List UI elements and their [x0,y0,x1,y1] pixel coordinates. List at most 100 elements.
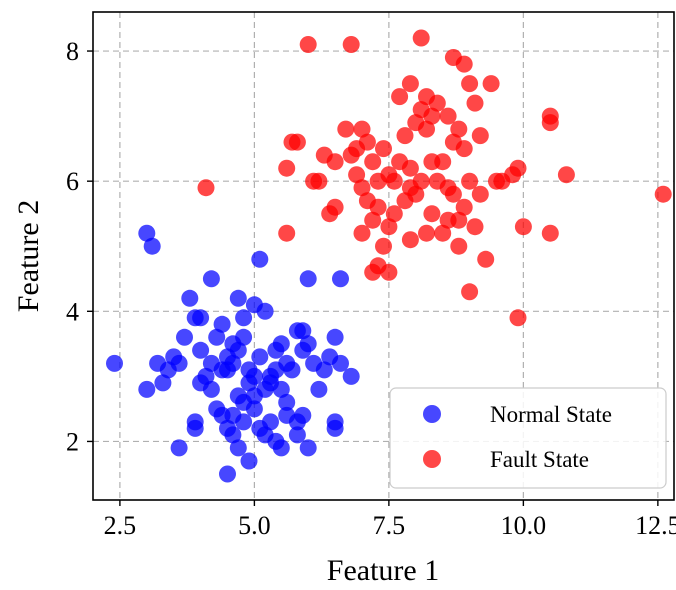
data-point-fault [342,36,360,53]
data-point-normal [154,374,172,392]
data-point-normal [283,361,301,379]
data-point-normal [224,406,242,424]
data-point-fault [428,94,446,112]
data-point-normal [143,237,161,255]
data-point-normal [219,465,236,483]
data-point-normal [342,367,360,385]
data-point-normal [299,439,317,457]
data-point-fault [326,198,344,216]
y-tick-label: 4 [66,297,79,326]
data-point-fault [434,224,452,242]
data-point-normal [272,380,290,398]
data-point-normal [235,309,253,327]
data-point-fault [482,75,500,93]
data-point-fault [288,133,306,151]
axis-ticks: 2.5 5.0 7.5 10.0 12.5 2 4 6 8 [66,37,676,540]
data-point-fault [385,205,403,223]
data-point-normal [251,250,269,268]
data-point-fault [348,166,366,184]
data-point-fault [541,224,559,242]
data-point-normal [294,322,312,340]
data-point-fault [450,120,468,138]
data-point-fault [418,224,435,242]
data-point-fault [514,218,532,236]
data-point-fault [364,153,382,171]
data-point-fault [418,120,435,138]
data-point-fault [509,159,527,177]
data-point-fault [310,172,328,190]
data-point-fault [450,211,468,229]
data-point-fault [471,127,489,145]
data-point-normal [186,419,204,437]
data-point-normal [299,335,317,353]
data-point-normal [245,400,263,418]
data-point-fault [299,36,317,53]
data-point-fault [450,237,468,255]
data-point-normal [138,224,156,242]
data-point-fault [466,218,484,236]
x-tick-label: 5.0 [238,511,271,540]
data-point-fault [369,198,387,216]
data-point-fault [557,166,575,184]
y-tick-label: 8 [66,37,79,66]
data-point-fault [337,120,355,138]
data-point-normal [159,361,177,379]
legend-marker-fault-state [423,450,441,468]
data-point-normal [170,439,188,457]
data-point-normal [256,302,274,320]
y-tick-label: 6 [66,167,79,196]
data-point-fault [471,185,489,203]
data-point-normal [229,387,247,405]
data-point-fault [654,185,672,203]
data-point-fault [541,114,559,132]
data-point-fault [401,231,419,249]
data-point-fault [466,94,484,112]
data-point-normal [176,328,193,346]
x-tick-label: 2.5 [104,511,137,540]
data-point-normal [192,341,210,359]
legend-marker-normal-state [423,405,441,423]
data-point-normal [288,426,306,444]
data-point-normal [229,439,247,457]
data-point-normal [315,361,333,379]
data-point-normal [332,354,349,372]
data-point-fault [401,159,419,177]
data-points [106,29,672,483]
data-point-normal [181,289,199,307]
data-point-fault [353,224,371,242]
legend-label-normal-state: Normal State [490,402,612,427]
data-point-fault [509,309,527,327]
data-point-normal [310,380,328,398]
plot-area-frame [92,11,675,501]
data-point-normal [213,315,231,333]
data-point-normal [272,439,290,457]
series-1-points [197,29,672,327]
data-point-normal [294,406,312,424]
data-point-normal [224,426,242,444]
data-point-fault [461,283,479,301]
data-point-normal [262,413,279,431]
data-point-fault [455,55,473,73]
data-point-normal [278,393,296,411]
x-axis-label: Feature 1 [327,554,439,587]
data-point-normal [192,374,210,392]
data-point-fault [364,211,382,229]
data-point-fault [461,75,479,93]
data-point-normal [326,419,344,437]
data-point-fault [477,250,495,268]
data-point-normal [332,270,349,288]
data-point-fault [439,107,457,125]
legend-label-fault-state: Fault State [490,447,589,472]
data-point-normal [272,335,290,353]
data-point-fault [401,75,419,93]
data-point-fault [455,198,473,216]
data-point-normal [299,270,317,288]
data-point-fault [380,218,398,236]
data-point-fault [358,133,376,151]
data-point-fault [375,237,392,255]
data-point-fault [396,127,414,145]
data-point-normal [229,289,247,307]
data-point-fault [412,29,430,47]
data-point-fault [461,172,479,190]
